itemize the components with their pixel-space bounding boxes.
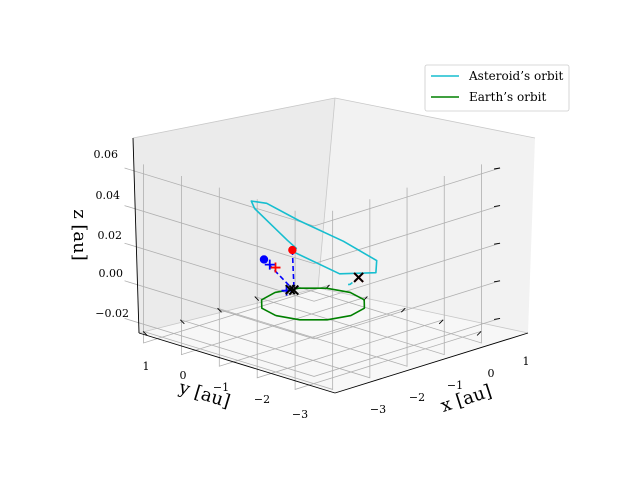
x-tick [142, 331, 148, 336]
back-right-pane [318, 98, 535, 333]
grid-line-z [124, 205, 501, 265]
x-tick [180, 319, 185, 325]
z-tick-label: −0.02 [95, 307, 129, 320]
x-tick [217, 307, 222, 313]
grid-line-z [124, 318, 501, 377]
pane-edges [132, 97, 536, 334]
back-left-pane [133, 98, 335, 333]
y-tick-label: 0 [180, 369, 187, 382]
z-tick-label: 0.00 [99, 267, 124, 280]
grid-line-z [124, 280, 501, 340]
marker-plus-4 [270, 262, 281, 273]
series-line-1 [260, 287, 366, 321]
marker-circle-0 [288, 245, 297, 255]
pane-edge [317, 287, 529, 334]
z-tick [493, 317, 501, 320]
legend-label-asteroid: Asteroid’s orbit [468, 69, 563, 83]
marker-circle-1 [259, 255, 269, 264]
grid-line-y [256, 199, 444, 379]
y-tick-label: −3 [292, 408, 308, 421]
z-tick [493, 167, 501, 170]
legend-box [424, 64, 570, 112]
z-axis-label: z [au] [69, 209, 90, 261]
legend: Asteroid’s orbit Earth’s orbit [424, 64, 570, 112]
grid-line-x [217, 187, 408, 367]
grid-line-x [180, 199, 371, 379]
grid-line-y [143, 164, 330, 344]
y-tick [476, 331, 482, 336]
pane-edge [138, 287, 319, 334]
z-tick-label: 0.02 [98, 229, 123, 242]
marker-x-3 [353, 272, 364, 283]
x-tick-label: 1 [523, 355, 530, 368]
grid-line-y [294, 210, 482, 390]
marker-plus-5 [264, 259, 275, 270]
axis-lines [132, 137, 529, 394]
y-tick-label: −1 [213, 381, 229, 394]
x-axis-line [334, 332, 529, 394]
x-tick-label: −3 [370, 403, 386, 416]
pane-edge [132, 97, 336, 139]
pane-edge [334, 97, 536, 139]
series-line-0 [250, 200, 378, 275]
z-tick [493, 280, 501, 283]
z-tick-labels: 0.06 0.04 0.02 0.00 −0.02 [94, 148, 130, 320]
x-tick-label: −2 [409, 391, 425, 404]
z-tick [493, 205, 501, 208]
y-tick-label: 1 [143, 360, 150, 373]
x-tick-label: 0 [488, 367, 495, 380]
marker-layer [259, 245, 364, 296]
x-tick-label: −1 [447, 379, 463, 392]
y-axis-line [138, 332, 336, 394]
grid-line-y [180, 176, 368, 356]
z-tick [493, 242, 501, 245]
grid-line-z [124, 167, 501, 227]
grid-line-z [124, 242, 501, 302]
grid-line-y [218, 187, 406, 367]
x-tick-labels: 1 0 −1 −2 −3 [370, 355, 530, 416]
grid-line-x [254, 176, 445, 356]
marker-x-7 [285, 284, 296, 295]
x-tick [254, 296, 260, 301]
pane-edge [317, 97, 336, 289]
marker-x-8 [288, 284, 300, 296]
y-tick [438, 319, 444, 325]
series-line-2 [263, 249, 295, 292]
legend-label-earth: Earth’s orbit [469, 90, 546, 104]
z-tick-label: 0.04 [96, 189, 121, 202]
z-tick-label: 0.06 [94, 148, 119, 161]
y-tick-labels: 1 0 −1 −2 −3 [143, 360, 309, 421]
y-tick-label: −2 [254, 393, 270, 406]
grid-line-x [291, 164, 482, 344]
tick-marks [142, 167, 501, 336]
y-tick [400, 307, 406, 313]
z-axis-line [132, 137, 140, 334]
